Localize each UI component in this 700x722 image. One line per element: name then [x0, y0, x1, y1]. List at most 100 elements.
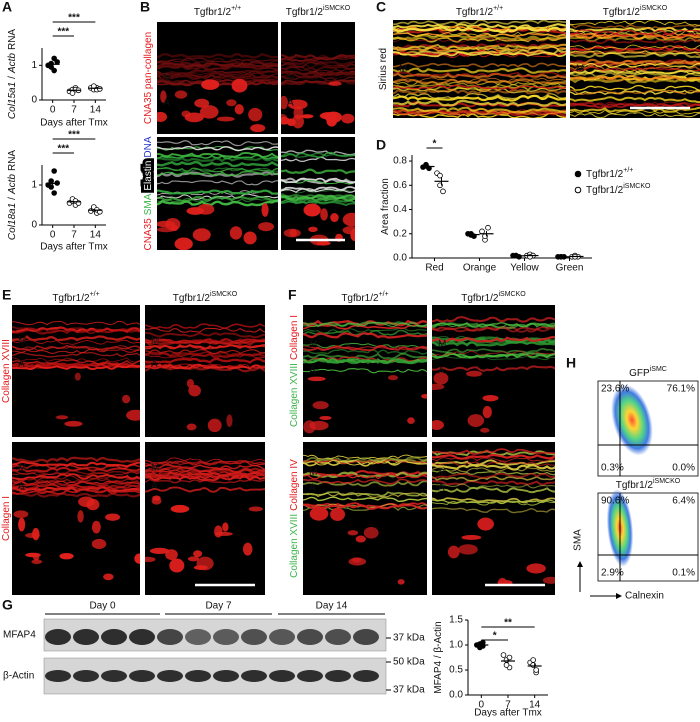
- x-tick-label: 7: [505, 700, 511, 711]
- cell: [287, 99, 308, 110]
- flow-y-label: SMA: [573, 529, 584, 551]
- cell: [169, 558, 185, 573]
- blot-band: [185, 629, 211, 645]
- tissue-label: A: [18, 481, 25, 492]
- fiber: [281, 53, 355, 60]
- fiber: [12, 320, 140, 326]
- cell: [467, 414, 485, 427]
- cell: [32, 527, 40, 541]
- micrograph-content: [303, 319, 427, 434]
- row-label-part: Collagen XVIII: [1, 339, 12, 403]
- y-axis-label-part: Area fraction: [380, 178, 391, 235]
- fiber: [570, 69, 700, 75]
- fiber: [12, 488, 140, 495]
- fiber: [393, 67, 566, 74]
- fiber: [570, 33, 700, 40]
- y-axis-label-part: Actb: [7, 53, 18, 74]
- cell: [482, 405, 492, 419]
- fiber: [570, 50, 700, 56]
- blot-band: [325, 629, 351, 645]
- fiber: [145, 343, 265, 350]
- blot-band: [185, 670, 211, 682]
- cell: [229, 226, 243, 240]
- micrograph-content: [12, 320, 140, 427]
- fiber: [157, 199, 278, 207]
- cell: [477, 517, 494, 531]
- cell: [126, 409, 140, 421]
- marker-label: 37 kDa: [393, 685, 425, 696]
- tissue-label: A: [287, 97, 294, 108]
- fiber: [303, 460, 427, 466]
- x-tick-label: 7: [71, 105, 77, 116]
- tissue-label: M: [151, 335, 159, 346]
- legend-label: Tgfbr1/2iSMCKO: [586, 183, 651, 195]
- cell: [342, 212, 355, 227]
- cell: [312, 401, 329, 410]
- fiber: [432, 355, 555, 361]
- data-point: [97, 86, 103, 92]
- fiber: [157, 61, 278, 68]
- fiber: [432, 507, 555, 514]
- fiber: [432, 464, 555, 471]
- fiber: [432, 322, 555, 330]
- column-header: Tgfbr1/2+/+: [52, 291, 99, 303]
- fiber: [303, 457, 427, 465]
- tissue-label: A: [18, 359, 25, 370]
- cell: [231, 78, 248, 93]
- fiber: [12, 339, 140, 345]
- cell: [78, 496, 95, 508]
- fiber: [157, 57, 278, 63]
- column-header: Tgfbr1/2+/+: [341, 291, 388, 303]
- fiber: [432, 352, 555, 359]
- fiber: [281, 61, 355, 68]
- micrograph-content: [432, 316, 555, 433]
- cell: [186, 207, 204, 215]
- cell: [157, 111, 168, 122]
- x-tick-label: 14: [90, 105, 102, 116]
- fiber: [12, 463, 140, 470]
- cell: [341, 113, 355, 124]
- fiber: [145, 460, 265, 467]
- fiber: [145, 365, 265, 373]
- fiber: [393, 71, 566, 78]
- cell: [196, 556, 214, 571]
- legend-label-sup: iSMCKO: [623, 183, 651, 190]
- panel-letter: D: [376, 137, 386, 153]
- fiber: [145, 474, 265, 480]
- density-cloud: [611, 384, 653, 456]
- fiber: [432, 456, 555, 462]
- column-header-base: Tgfbr1/2: [173, 293, 211, 304]
- fiber: [281, 54, 355, 60]
- data-point: [440, 188, 446, 195]
- cell: [64, 420, 83, 427]
- fiber: [432, 348, 555, 354]
- cell: [480, 427, 490, 433]
- tissue-label: M: [309, 467, 317, 478]
- column-header-sup: iSMCKO: [210, 291, 238, 298]
- fiber: [303, 342, 427, 349]
- column-header-base: Tgfbr1/2: [52, 293, 90, 304]
- tissue-label: M: [576, 64, 584, 75]
- y-tick-label: 0.5: [449, 665, 463, 676]
- column-header-sup: iSMCKO: [499, 291, 527, 298]
- blot-band: [45, 629, 71, 645]
- marker-label: 50 kDa: [393, 657, 425, 668]
- column-header-base: Tgfbr1/2: [341, 293, 379, 304]
- row-label-part: SMA: [143, 193, 154, 215]
- fiber: [393, 52, 566, 58]
- column-header-sup: +/+: [90, 291, 100, 298]
- fiber: [145, 323, 265, 329]
- fiber: [281, 66, 355, 72]
- fiber: [281, 168, 355, 175]
- legend-label-sup: +/+: [623, 167, 633, 174]
- cell: [526, 563, 546, 574]
- fiber: [145, 473, 265, 479]
- cell: [303, 203, 321, 217]
- tissue-label: M: [287, 73, 295, 84]
- fiber: [393, 94, 566, 102]
- fiber: [432, 326, 555, 333]
- row-label: CNA35 SMA Elastin DNA: [143, 136, 154, 250]
- fiber: [145, 357, 265, 364]
- column-header: Tgfbr1/2iSMCKO: [603, 5, 668, 17]
- tissue-label: A: [438, 366, 445, 377]
